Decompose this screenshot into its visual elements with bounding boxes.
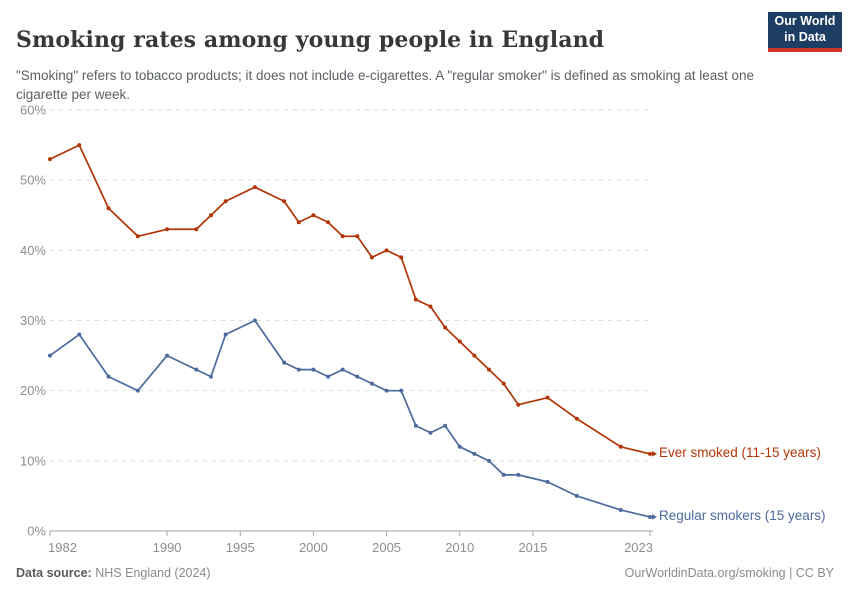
page-title: Smoking rates among young people in Engl… (16, 26, 605, 53)
data-point-1-2002 (340, 367, 345, 372)
data-point-0-2016 (545, 395, 550, 400)
data-point-1-2009 (443, 423, 448, 428)
data-point-0-1993 (208, 213, 213, 218)
series-label-regular-smokers: Regular smokers (15 years) (659, 507, 826, 523)
x-tick-label-2015: 2015 (518, 540, 547, 555)
data-point-0-1990 (165, 227, 170, 232)
data-point-0-2012 (487, 367, 492, 372)
y-tick-label-40: 40% (20, 243, 46, 258)
y-tick-label-10: 10% (20, 453, 46, 468)
series-label-ever-smoked: Ever smoked (11-15 years) (659, 444, 821, 460)
label-arrow-0 (652, 451, 657, 457)
data-point-0-2008 (428, 304, 433, 309)
data-point-0-2013 (501, 381, 506, 386)
x-tick-label-1995: 1995 (226, 540, 255, 555)
data-point-1-2003 (355, 374, 360, 379)
data-point-1-2013 (501, 472, 506, 477)
data-point-0-2003 (355, 234, 360, 239)
data-point-0-1986 (106, 206, 111, 211)
data-point-0-1984 (77, 143, 82, 148)
data-source-label: Data source: (16, 566, 92, 580)
data-point-1-1999 (296, 367, 301, 372)
data-point-0-2007 (413, 297, 418, 302)
data-source-value: NHS England (2024) (91, 566, 211, 580)
label-arrow-1 (652, 514, 657, 520)
credit-line: OurWorldinData.org/smoking | CC BY (624, 566, 834, 580)
x-tick-label-2000: 2000 (299, 540, 328, 555)
data-point-0-2001 (326, 220, 331, 225)
chart-subtitle: "Smoking" refers to tobacco products; it… (16, 67, 755, 103)
data-point-1-2011 (472, 451, 477, 456)
series-line-1 (49, 319, 651, 518)
data-point-0-1992 (194, 227, 199, 232)
data-point-1-2006 (399, 388, 404, 393)
y-tick-label-30: 30% (20, 313, 46, 328)
chart-footer: Data source: NHS England (2024) OurWorld… (16, 566, 834, 580)
y-tick-label-50: 50% (20, 173, 46, 188)
data-point-1-2014 (516, 472, 521, 477)
data-point-0-2009 (443, 325, 448, 330)
data-point-0-2011 (472, 353, 477, 358)
data-point-0-2018 (574, 416, 579, 421)
data-point-1-2016 (545, 479, 550, 484)
data-point-1-2018 (574, 493, 579, 498)
y-tick-label-0: 0% (27, 524, 46, 539)
data-point-0-1998 (282, 199, 287, 204)
data-point-1-1982 (48, 353, 52, 358)
y-tick-label-60: 60% (20, 103, 46, 118)
data-point-0-2010 (457, 339, 462, 344)
x-tick-label-2005: 2005 (372, 540, 401, 555)
data-point-0-1988 (135, 234, 140, 239)
x-tick-label-2023: 2023 (624, 540, 653, 555)
data-point-0-2002 (340, 234, 345, 239)
data-point-1-1990 (165, 353, 170, 358)
data-point-0-1994 (223, 199, 228, 204)
series-line-0 (49, 144, 651, 455)
data-point-1-2010 (457, 444, 462, 449)
data-point-1-2000 (311, 367, 316, 372)
owid-logo-text: Our World in Data (774, 14, 836, 44)
y-tick-label-20: 20% (20, 383, 46, 398)
owid-logo: Our World in Data (768, 12, 842, 52)
data-point-1-2021 (618, 507, 623, 512)
data-point-1-2001 (326, 374, 331, 379)
data-point-1-1984 (77, 332, 82, 337)
data-point-1-1993 (208, 374, 213, 379)
data-point-0-2004 (369, 255, 374, 260)
data-point-0-1996 (252, 185, 257, 190)
data-source: Data source: NHS England (2024) (16, 566, 211, 580)
data-point-0-2005 (384, 248, 389, 253)
data-point-1-1994 (223, 332, 228, 337)
data-point-0-2006 (399, 255, 404, 260)
x-tick-label-1982: 1982 (48, 540, 77, 555)
data-point-1-1996 (252, 318, 257, 323)
data-point-1-2005 (384, 388, 389, 393)
data-point-1-2007 (413, 423, 418, 428)
data-point-0-2000 (311, 213, 316, 218)
data-point-1-2012 (487, 458, 492, 463)
data-point-1-2004 (369, 381, 374, 386)
x-tick-label-2010: 2010 (445, 540, 474, 555)
data-point-1-2008 (428, 430, 433, 435)
data-point-1-1988 (135, 388, 140, 393)
data-point-1-1998 (282, 360, 287, 365)
data-point-0-2014 (516, 402, 521, 407)
data-point-1-1992 (194, 367, 199, 372)
data-point-0-1982 (48, 157, 52, 162)
x-tick-label-1990: 1990 (153, 540, 182, 555)
data-point-0-2023 (648, 451, 652, 456)
data-point-1-1986 (106, 374, 111, 379)
data-point-1-2023 (648, 514, 652, 519)
data-point-0-2021 (618, 444, 623, 449)
data-point-0-1999 (296, 220, 301, 225)
